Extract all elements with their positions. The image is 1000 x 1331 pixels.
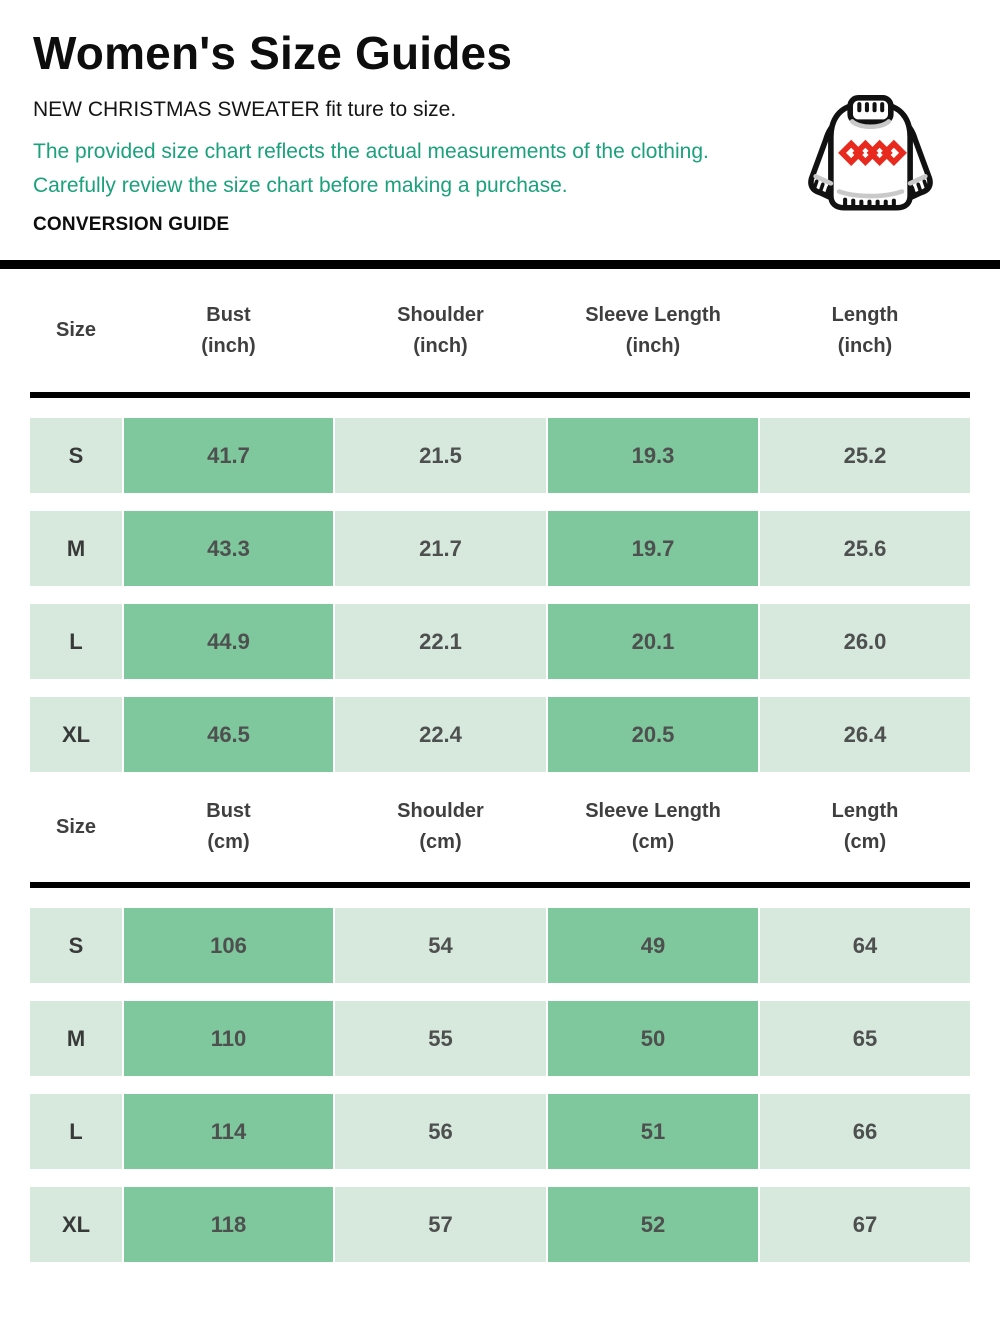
value-cell: 55 [335, 1001, 546, 1076]
table-row-m: M 43.3 21.7 19.7 25.6 [30, 511, 970, 586]
value-cell: 118 [124, 1187, 333, 1262]
value-cell: 46.5 [124, 697, 333, 772]
value-cell: 19.7 [548, 511, 758, 586]
value-cell: 57 [335, 1187, 546, 1262]
page-title: Women's Size Guides [33, 27, 513, 79]
column-header: Bust (cm) [206, 800, 251, 853]
value-cell: 51 [548, 1094, 758, 1169]
column-header: Length (inch) [831, 303, 899, 357]
value-cell: 114 [124, 1094, 333, 1169]
size-label-cell: L [30, 604, 122, 679]
size-label-cell: M [30, 511, 122, 586]
size-label-cell: XL [30, 697, 122, 772]
value-cell: 110 [124, 1001, 333, 1076]
value-cell: 20.5 [548, 697, 758, 772]
value-cell: 64 [760, 908, 970, 983]
value-cell: 44.9 [124, 604, 333, 679]
value-cell: 54 [335, 908, 546, 983]
table-row-l: L 114 56 51 66 [30, 1094, 970, 1169]
column-header: Sleeve Length (inch) [585, 303, 721, 357]
table-row-xl: XL 46.5 22.4 20.5 26.4 [30, 697, 970, 772]
value-cell: 26.4 [760, 697, 970, 772]
section-divider-bar [0, 260, 1000, 269]
column-header: Shoulder (inch) [397, 303, 484, 357]
table-header-divider [30, 882, 970, 888]
table-row-m: M 110 55 50 65 [30, 1001, 970, 1076]
value-cell: 66 [760, 1094, 970, 1169]
value-cell: 50 [548, 1001, 758, 1076]
column-header: Shoulder (cm) [397, 800, 484, 853]
table-body: S 41.7 21.5 19.3 25.2 M 43.3 21.7 19.7 25.6 L 44.9 2… [30, 418, 970, 772]
column-header: Size [55, 319, 97, 341]
value-cell: 19.3 [548, 418, 758, 493]
table-header-row: Size Bust (cm) Shoulder (cm) Sleeve Length (cm… [30, 772, 970, 882]
value-cell: 49 [548, 908, 758, 983]
value-cell: 25.6 [760, 511, 970, 586]
conversion-guide-label: CONVERSION GUIDE [33, 214, 230, 235]
value-cell: 43.3 [124, 511, 333, 586]
size-label-cell: S [30, 418, 122, 493]
table-header-divider [30, 392, 970, 398]
table-header-row: Size Bust (inch) Shoulder (inch) Sleeve Lengt… [30, 269, 970, 392]
table-row-s: S 106 54 49 64 [30, 908, 970, 983]
size-label-cell: S [30, 908, 122, 983]
size-label-cell: L [30, 1094, 122, 1169]
column-header: Bust (inch) [201, 303, 256, 357]
value-cell: 52 [548, 1187, 758, 1262]
value-cell: 21.7 [335, 511, 546, 586]
value-cell: 106 [124, 908, 333, 983]
size-label-cell: M [30, 1001, 122, 1076]
table-row-xl: XL 118 57 52 67 [30, 1187, 970, 1262]
value-cell: 41.7 [124, 418, 333, 493]
size-table-cm: Size Bust (cm) Shoulder (cm) Sleeve Length (cm… [30, 772, 970, 1262]
sweater-icon [808, 95, 933, 211]
value-cell: 67 [760, 1187, 970, 1262]
value-cell: 25.2 [760, 418, 970, 493]
column-header: Length (cm) [831, 800, 899, 853]
size-tables: Size Bust (inch) Shoulder (inch) Sleeve Lengt… [30, 269, 970, 1262]
table-row-s: S 41.7 21.5 19.3 25.2 [30, 418, 970, 493]
column-header: Sleeve Length (cm) [585, 800, 721, 853]
value-cell: 26.0 [760, 604, 970, 679]
table-body: S 106 54 49 64 M 110 55 50 65 L 114 56 51 66 XL 118 57 52 6… [30, 908, 970, 1262]
header-section: Women's Size Guides NEW CHRISTMAS SWEATE… [0, 0, 1000, 236]
value-cell: 22.4 [335, 697, 546, 772]
size-chart-note: The provided size chart reflects the act… [33, 140, 709, 197]
size-table-inch: Size Bust (inch) Shoulder (inch) Sleeve Lengt… [30, 269, 970, 772]
product-subtitle: NEW CHRISTMAS SWEATER fit ture to size. [33, 98, 457, 121]
size-label-cell: XL [30, 1187, 122, 1262]
value-cell: 22.1 [335, 604, 546, 679]
value-cell: 21.5 [335, 418, 546, 493]
table-row-l: L 44.9 22.1 20.1 26.0 [30, 604, 970, 679]
column-header: Size [55, 815, 97, 838]
value-cell: 56 [335, 1094, 546, 1169]
value-cell: 20.1 [548, 604, 758, 679]
value-cell: 65 [760, 1001, 970, 1076]
